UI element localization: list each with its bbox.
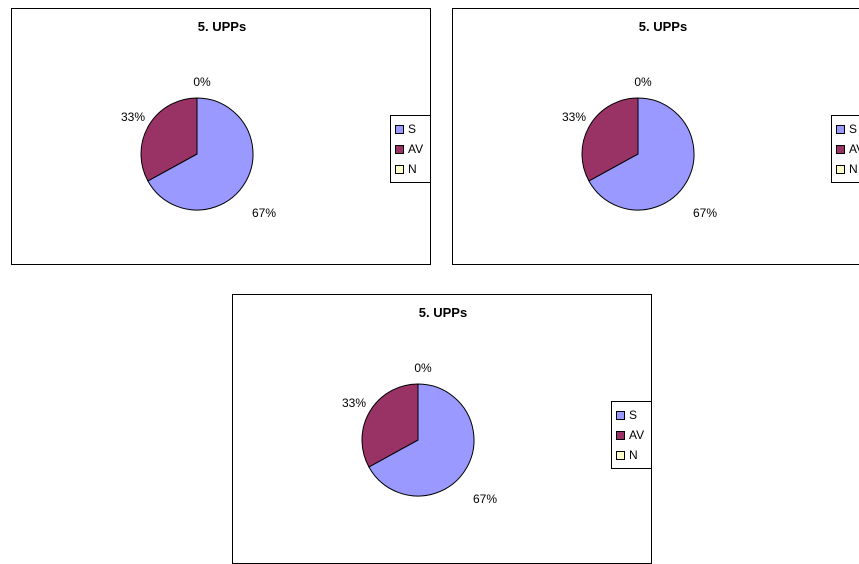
pie-slice-s xyxy=(368,383,475,497)
legend-swatch-s xyxy=(616,410,625,420)
chart-title: 5. UPPs xyxy=(198,19,246,34)
legend-label: AV xyxy=(629,428,645,442)
legend-swatch-s xyxy=(836,124,845,134)
pie-chart-top-left: 5. UPPs 67% 33% 0% S AV N xyxy=(11,8,431,265)
legend-item-n: N xyxy=(836,162,858,176)
legend-swatch-av xyxy=(616,430,625,440)
legend-item-s: S xyxy=(616,408,637,422)
legend-item-av: AV xyxy=(395,142,423,156)
legend-label: S xyxy=(849,122,858,136)
pie-slice-av xyxy=(361,383,419,468)
pie-chart-svg: 5. UPPs 67% 33% 0% xyxy=(121,19,276,220)
legend-label: S xyxy=(408,122,417,136)
data-label-s: 67% xyxy=(252,206,276,220)
legend-label: N xyxy=(408,162,417,176)
legend-label: S xyxy=(629,408,638,422)
pie-slice-s xyxy=(147,97,254,211)
legend-label: N xyxy=(629,448,638,462)
legend-swatch-av xyxy=(395,144,404,154)
pie-chart-bottom-center: 5. UPPs 67% 33% 0% S AV N xyxy=(232,294,652,564)
data-label-s: 67% xyxy=(473,492,497,506)
legend: S AV N xyxy=(831,115,859,183)
legend-swatch-n xyxy=(616,450,625,460)
legend-swatch-av xyxy=(836,144,845,154)
legend-item-s: S xyxy=(395,122,416,136)
data-label-av: 33% xyxy=(342,396,366,410)
legend-item-av: AV xyxy=(616,428,644,442)
pie-slice-s xyxy=(588,97,695,211)
legend-item-s: S xyxy=(836,122,857,136)
legend-swatch-n xyxy=(836,164,845,174)
legend-label: AV xyxy=(408,142,424,156)
pie-chart-svg: 5. UPPs 67% 33% 0% xyxy=(562,19,717,220)
pie-slice-av xyxy=(140,97,198,182)
chart-title: 5. UPPs xyxy=(639,19,687,34)
legend-label: AV xyxy=(849,142,859,156)
data-label-n: 0% xyxy=(414,361,432,375)
legend-item-n: N xyxy=(395,162,417,176)
pie-slice-av xyxy=(581,97,639,182)
legend-label: N xyxy=(849,162,858,176)
legend-swatch-n xyxy=(395,164,404,174)
legend-item-n: N xyxy=(616,448,638,462)
data-label-av: 33% xyxy=(121,110,145,124)
data-label-av: 33% xyxy=(562,110,586,124)
legend: S AV N xyxy=(611,401,651,469)
chart-title: 5. UPPs xyxy=(419,305,467,320)
pie-chart-top-right: 5. UPPs 67% 33% 0% S AV N xyxy=(452,8,859,265)
data-label-s: 67% xyxy=(693,206,717,220)
legend-swatch-s xyxy=(395,124,404,134)
legend: S AV N xyxy=(390,115,430,183)
data-label-n: 0% xyxy=(634,75,652,89)
data-label-n: 0% xyxy=(193,75,211,89)
legend-item-av: AV xyxy=(836,142,859,156)
pie-chart-svg: 5. UPPs 67% 33% 0% xyxy=(342,305,497,506)
